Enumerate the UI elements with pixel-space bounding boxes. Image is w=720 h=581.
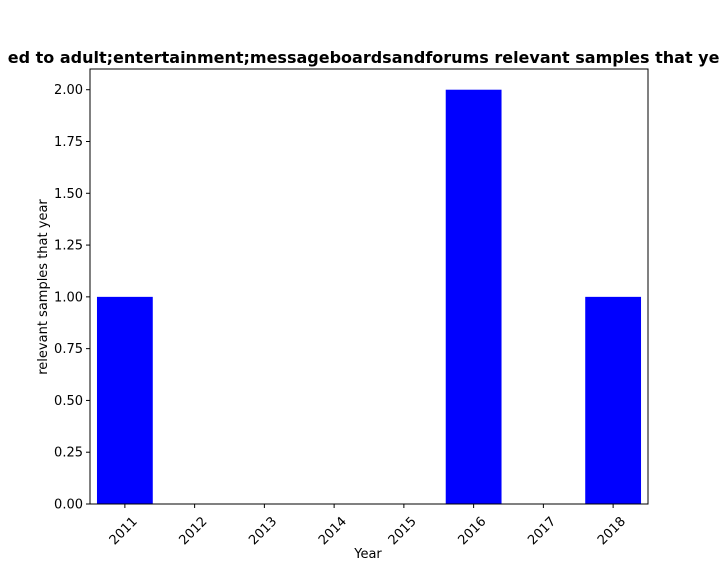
bar-2016 (445, 89, 502, 505)
y-tick-label: 0.00 (54, 498, 83, 513)
x-tick-label: 2011 (107, 514, 141, 548)
x-tick-label: 2016 (455, 514, 489, 548)
y-tick-label: 1.25 (54, 239, 83, 254)
x-tick-label: 2015 (386, 514, 420, 548)
plot-frame (89, 68, 649, 505)
x-tick-label: 2018 (595, 514, 629, 548)
x-tick-label: 2013 (246, 514, 280, 548)
bar-2018 (585, 296, 642, 504)
x-axis-label: Year (353, 547, 382, 562)
chart-title: ed to adult;entertainment;messageboardsa… (8, 48, 720, 67)
y-tick-label: 0.25 (54, 446, 83, 461)
bar-2011 (96, 296, 153, 504)
x-tick-label: 2017 (525, 514, 559, 548)
y-tick-label: 1.00 (54, 290, 83, 305)
plot-area: 0.00 0.25 0.50 0.75 1.00 1.25 1.50 1.75 2.00 2011… (54, 68, 649, 548)
y-tick-label: 1.75 (54, 135, 83, 150)
y-tick-label: 1.50 (54, 187, 83, 202)
y-axis-label: relevant samples that year (36, 199, 51, 375)
x-tick-label: 2014 (316, 514, 350, 548)
x-tick-label: 2012 (176, 514, 210, 548)
y-tick-label: 0.75 (54, 342, 83, 357)
y-tick-label: 0.50 (54, 394, 83, 409)
y-tick-label: 2.00 (54, 83, 83, 98)
